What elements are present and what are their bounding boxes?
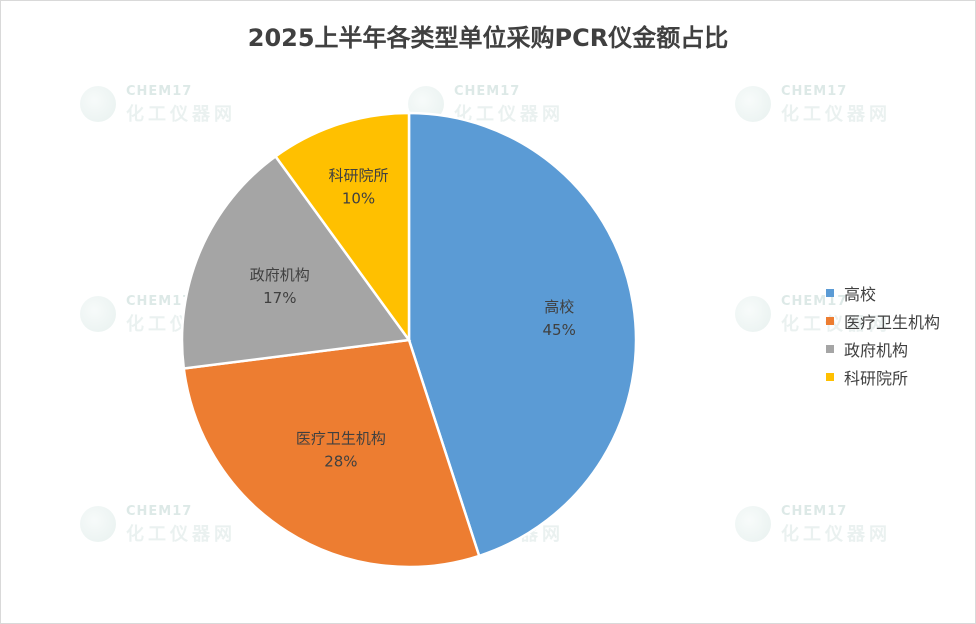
chart-title: 2025上半年各类型单位采购PCR仪金额占比 — [247, 24, 729, 52]
legend-label: 高校 — [844, 285, 877, 304]
legend-swatch — [826, 345, 834, 353]
legend-item: 医疗卫生机构 — [826, 307, 940, 335]
pie-slice — [182, 338, 481, 569]
slice-percent-label: 17% — [263, 289, 296, 307]
legend-label: 政府机构 — [844, 341, 909, 360]
slice-category-label: 医疗卫生机构 — [296, 429, 386, 447]
legend-label: 医疗卫生机构 — [844, 313, 941, 332]
chart-legend: 高校医疗卫生机构 政府机构科研院所 — [826, 279, 940, 391]
slice-percent-label: 10% — [342, 190, 375, 208]
pie-slice — [407, 111, 638, 558]
legend-swatch — [826, 317, 834, 325]
legend-item: 科研院所 — [826, 363, 940, 391]
slice-percent-label: 28% — [324, 452, 357, 470]
pie-slice — [273, 111, 411, 344]
pie-slice — [180, 154, 412, 370]
legend-item: 政府机构 — [826, 335, 940, 363]
legend-item: 高校 — [826, 279, 940, 307]
slice-category-label: 高校 — [544, 298, 574, 316]
legend-swatch — [826, 373, 834, 381]
slice-percent-label: 45% — [543, 321, 576, 339]
slice-category-label: 科研院所 — [328, 167, 388, 185]
legend-swatch — [826, 289, 834, 297]
slice-category-label: 政府机构 — [250, 266, 310, 284]
legend-label: 科研院所 — [844, 369, 909, 388]
